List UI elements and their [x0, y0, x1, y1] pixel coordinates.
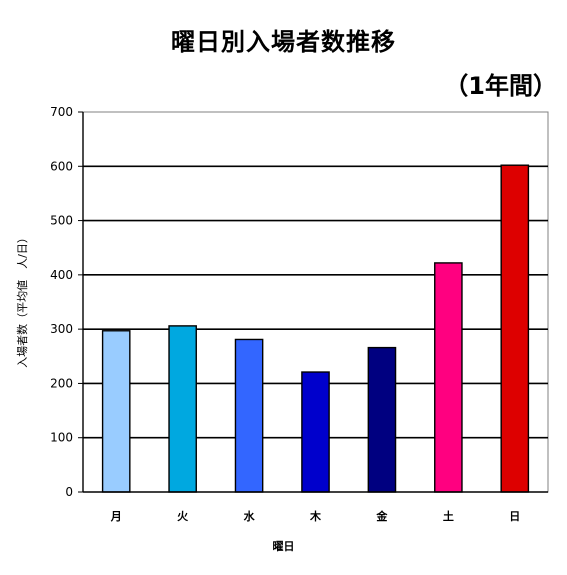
chart-subtitle: （1年間） [444, 72, 557, 100]
y-tick-label: 400 [50, 268, 73, 282]
y-tick-label: 500 [50, 214, 73, 228]
bar-4 [301, 371, 330, 493]
y-tick-label: 0 [65, 485, 73, 499]
bar-6 [434, 262, 463, 493]
y-tick-label: 700 [50, 105, 73, 119]
x-tick-label: 木 [309, 509, 322, 523]
y-tick-label: 600 [50, 159, 73, 173]
x-tick-label: 水 [244, 509, 256, 523]
x-tick-label: 月 [110, 510, 122, 523]
y-tick-label: 200 [50, 376, 73, 390]
x-tick-label: 土 [443, 509, 454, 523]
y-tick-label: 100 [50, 431, 73, 445]
x-axis-label: 曜日 [272, 540, 295, 553]
x-tick-label: 金 [375, 509, 388, 523]
x-tick-label: 日 [509, 510, 520, 523]
bar-2 [168, 325, 197, 493]
chart-title: 曜日別入場者数推移 [171, 28, 396, 56]
bar-7 [500, 164, 530, 493]
bar-5 [367, 346, 397, 493]
x-tick-label: 火 [177, 510, 189, 523]
y-tick-label: 300 [50, 322, 73, 336]
bar-1 [101, 330, 131, 493]
bar-3 [234, 338, 264, 493]
